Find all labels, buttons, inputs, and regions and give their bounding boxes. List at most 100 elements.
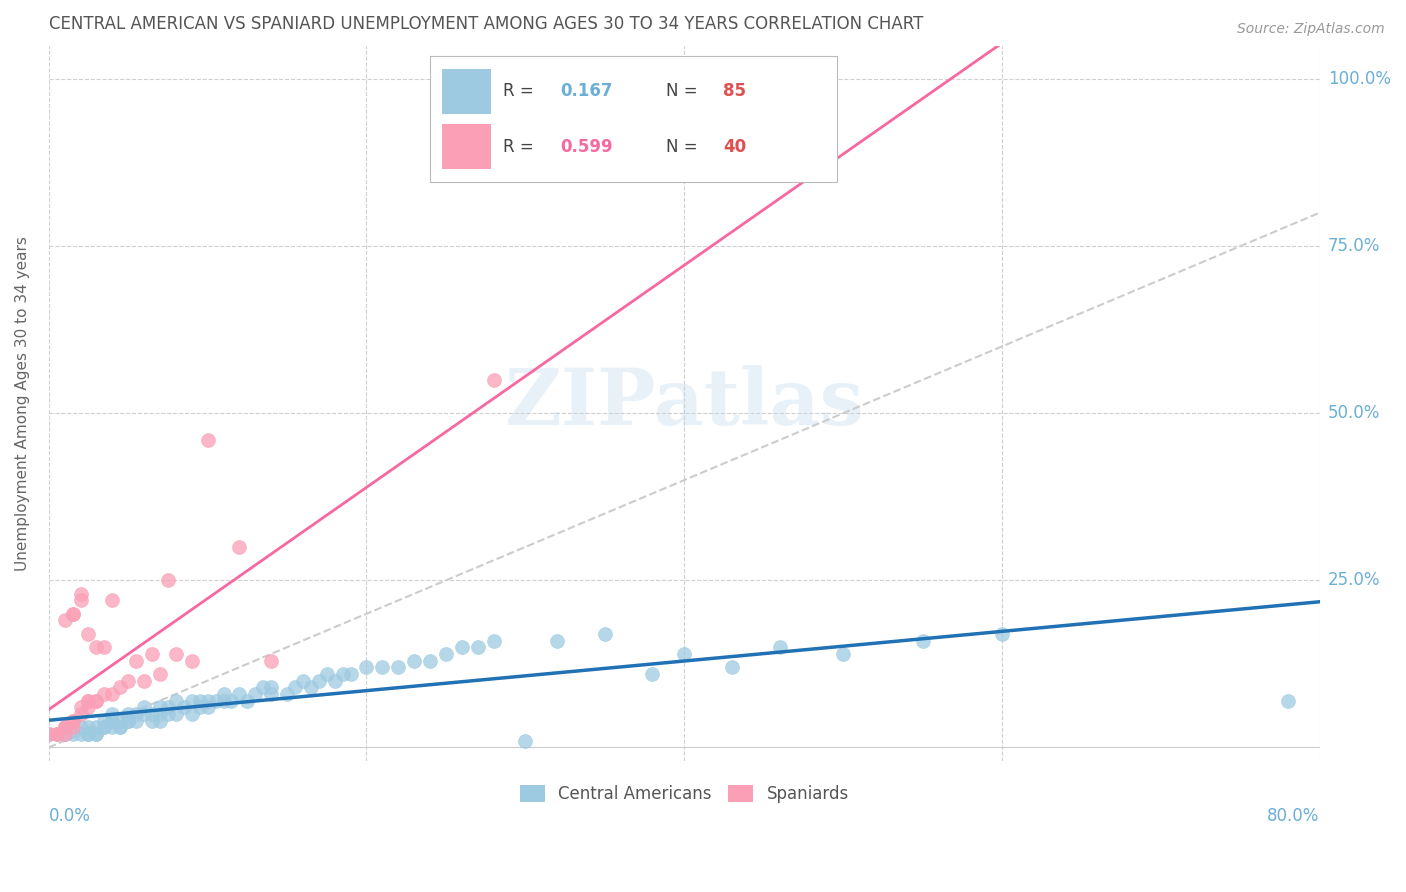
Point	[45, 727, 67, 741]
Point	[212, 687, 235, 701]
Text: ZIPatlas: ZIPatlas	[505, 365, 865, 442]
Point	[315, 667, 337, 681]
Point	[93, 720, 115, 734]
Point	[141, 714, 163, 728]
Point	[62, 607, 84, 621]
Point	[110, 681, 132, 695]
Point	[77, 694, 100, 708]
Point	[141, 707, 163, 722]
Point	[371, 660, 394, 674]
Point	[284, 681, 307, 695]
Point	[156, 707, 179, 722]
Point	[86, 727, 108, 741]
Point	[69, 707, 91, 722]
Point	[62, 720, 84, 734]
Point	[149, 707, 172, 722]
Point	[38, 727, 60, 741]
Point	[197, 694, 219, 708]
Point	[62, 714, 84, 728]
Point	[339, 667, 361, 681]
Text: 75.0%: 75.0%	[1329, 237, 1381, 255]
Point	[308, 673, 330, 688]
Point	[260, 681, 283, 695]
Point	[45, 727, 67, 741]
Point	[53, 727, 76, 741]
Point	[404, 654, 426, 668]
Point	[173, 700, 195, 714]
Point	[86, 694, 108, 708]
Point	[117, 673, 139, 688]
Text: 0.0%: 0.0%	[49, 807, 90, 825]
Point	[450, 640, 472, 655]
Point	[141, 647, 163, 661]
Point	[53, 720, 76, 734]
Point	[197, 700, 219, 714]
Point	[434, 647, 457, 661]
Point	[101, 707, 124, 722]
Point	[77, 727, 100, 741]
Point	[188, 694, 211, 708]
Point	[117, 714, 139, 728]
Point	[62, 714, 84, 728]
Point	[832, 647, 855, 661]
Point	[86, 727, 108, 741]
Point	[101, 593, 124, 607]
Point	[132, 707, 155, 722]
Point	[101, 714, 124, 728]
Point	[482, 633, 505, 648]
Point	[77, 694, 100, 708]
Point	[180, 694, 202, 708]
Point	[721, 660, 744, 674]
Point	[125, 707, 148, 722]
Point	[110, 720, 132, 734]
Point	[101, 687, 124, 701]
Point	[387, 660, 409, 674]
Point	[323, 673, 346, 688]
Point	[86, 640, 108, 655]
Text: 100.0%: 100.0%	[1329, 70, 1391, 88]
Point	[117, 714, 139, 728]
Point	[673, 647, 696, 661]
Point	[197, 433, 219, 447]
Point	[53, 727, 76, 741]
Point	[62, 727, 84, 741]
Point	[132, 700, 155, 714]
Point	[149, 714, 172, 728]
Point	[149, 667, 172, 681]
Point	[236, 694, 259, 708]
Point	[69, 727, 91, 741]
Point	[212, 694, 235, 708]
Point	[332, 667, 354, 681]
Text: Source: ZipAtlas.com: Source: ZipAtlas.com	[1237, 22, 1385, 37]
Point	[77, 700, 100, 714]
Text: 25.0%: 25.0%	[1329, 572, 1381, 590]
Point	[546, 633, 568, 648]
Point	[188, 700, 211, 714]
Point	[86, 720, 108, 734]
Point	[911, 633, 934, 648]
Legend: Central Americans, Spaniards: Central Americans, Spaniards	[513, 778, 855, 810]
Text: CENTRAL AMERICAN VS SPANIARD UNEMPLOYMENT AMONG AGES 30 TO 34 YEARS CORRELATION : CENTRAL AMERICAN VS SPANIARD UNEMPLOYMEN…	[49, 15, 924, 33]
Point	[110, 714, 132, 728]
Point	[69, 720, 91, 734]
Point	[132, 673, 155, 688]
Point	[101, 714, 124, 728]
Point	[768, 640, 790, 655]
Point	[165, 707, 187, 722]
Point	[53, 720, 76, 734]
Point	[93, 687, 115, 701]
Point	[165, 694, 187, 708]
Point	[125, 654, 148, 668]
Point	[93, 714, 115, 728]
Point	[180, 707, 202, 722]
Point	[1277, 694, 1299, 708]
Point	[53, 614, 76, 628]
Point	[991, 627, 1014, 641]
Point	[260, 654, 283, 668]
Point	[467, 640, 489, 655]
Point	[276, 687, 298, 701]
Y-axis label: Unemployment Among Ages 30 to 34 years: Unemployment Among Ages 30 to 34 years	[15, 235, 30, 571]
Text: 50.0%: 50.0%	[1329, 404, 1381, 422]
Point	[419, 654, 441, 668]
Point	[156, 574, 179, 588]
